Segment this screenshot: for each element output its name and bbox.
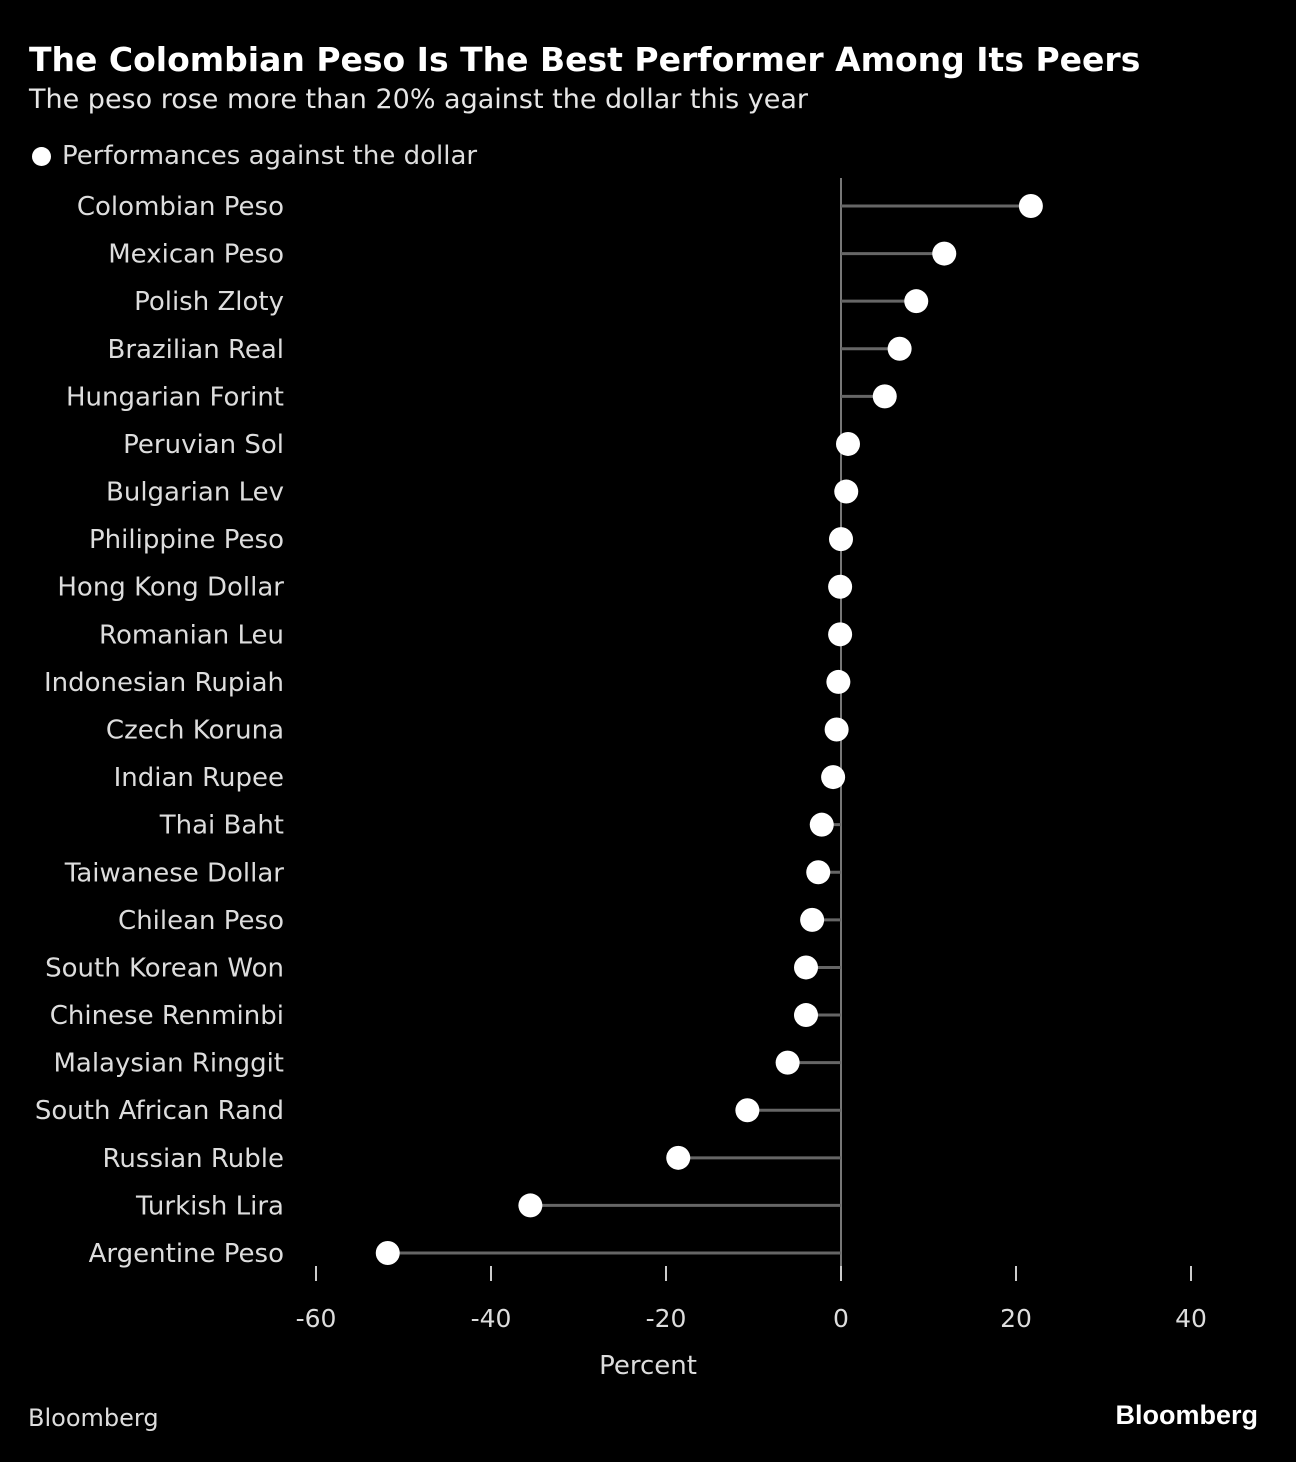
- data-point: [775, 1050, 800, 1075]
- x-axis-label: Percent: [599, 1351, 697, 1381]
- category-label: Philippine Peso: [89, 525, 284, 555]
- category-label: Chilean Peso: [118, 906, 284, 936]
- category-label: Argentine Peso: [89, 1239, 284, 1269]
- data-point: [735, 1098, 760, 1123]
- data-point: [821, 765, 846, 790]
- category-label: Czech Koruna: [106, 716, 284, 746]
- x-tick-label: -20: [646, 1304, 687, 1333]
- category-label: South African Rand: [35, 1096, 284, 1126]
- category-label: Colombian Peso: [77, 192, 284, 222]
- category-label: Romanian Leu: [99, 620, 284, 650]
- data-point: [932, 241, 957, 266]
- data-point: [666, 1145, 691, 1170]
- x-tick-label: -40: [471, 1304, 512, 1333]
- data-point: [794, 955, 818, 980]
- data-point: [872, 384, 897, 409]
- chart-title: The Colombian Peso Is The Best Performer…: [29, 40, 1141, 79]
- chart-subtitle: The peso rose more than 20% against the …: [29, 84, 809, 115]
- category-label: Hungarian Forint: [66, 382, 284, 412]
- data-point: [809, 812, 834, 837]
- category-label: Taiwanese Dollar: [64, 858, 285, 888]
- legend-label: Performances against the dollar: [62, 141, 478, 171]
- data-point: [824, 717, 849, 742]
- data-point: [806, 860, 831, 885]
- data-point: [518, 1193, 543, 1218]
- category-label: Bulgarian Lev: [106, 478, 284, 508]
- category-label: Thai Baht: [159, 811, 284, 841]
- data-point: [828, 622, 853, 647]
- data-point: [887, 336, 912, 361]
- category-label: Hong Kong Dollar: [57, 573, 284, 603]
- legend: Performances against the dollar: [32, 141, 477, 171]
- category-label: Chinese Renminbi: [50, 1001, 284, 1031]
- data-point: [904, 289, 929, 314]
- category-label: Peruvian Sol: [123, 430, 284, 460]
- data-point: [829, 527, 853, 552]
- category-label: Turkish Lira: [135, 1191, 284, 1221]
- bloomberg-logo: Bloomberg: [1115, 1400, 1258, 1430]
- data-point: [826, 669, 851, 694]
- category-label: South Korean Won: [45, 953, 284, 983]
- legend-dot-icon: [32, 146, 51, 166]
- data-point: [1018, 194, 1043, 218]
- source-label: Bloomberg: [28, 1404, 159, 1432]
- data-point: [828, 574, 853, 599]
- data-point: [800, 907, 825, 932]
- x-tick-label: 0: [833, 1304, 849, 1333]
- x-tick-label: 20: [1000, 1304, 1032, 1333]
- category-label: Brazilian Real: [107, 335, 284, 365]
- data-point: [834, 479, 859, 504]
- x-tick-label: -60: [296, 1304, 337, 1333]
- category-label: Malaysian Ringgit: [53, 1049, 284, 1079]
- category-label: Indonesian Rupiah: [44, 668, 284, 698]
- data-point: [375, 1241, 400, 1265]
- category-label: Polish Zloty: [134, 287, 284, 317]
- category-label: Indian Rupee: [114, 763, 284, 793]
- x-tick-label: 40: [1175, 1304, 1207, 1333]
- data-point: [794, 1003, 818, 1028]
- category-label: Mexican Peso: [108, 240, 284, 270]
- data-point: [836, 431, 860, 456]
- category-label: Russian Ruble: [103, 1144, 284, 1174]
